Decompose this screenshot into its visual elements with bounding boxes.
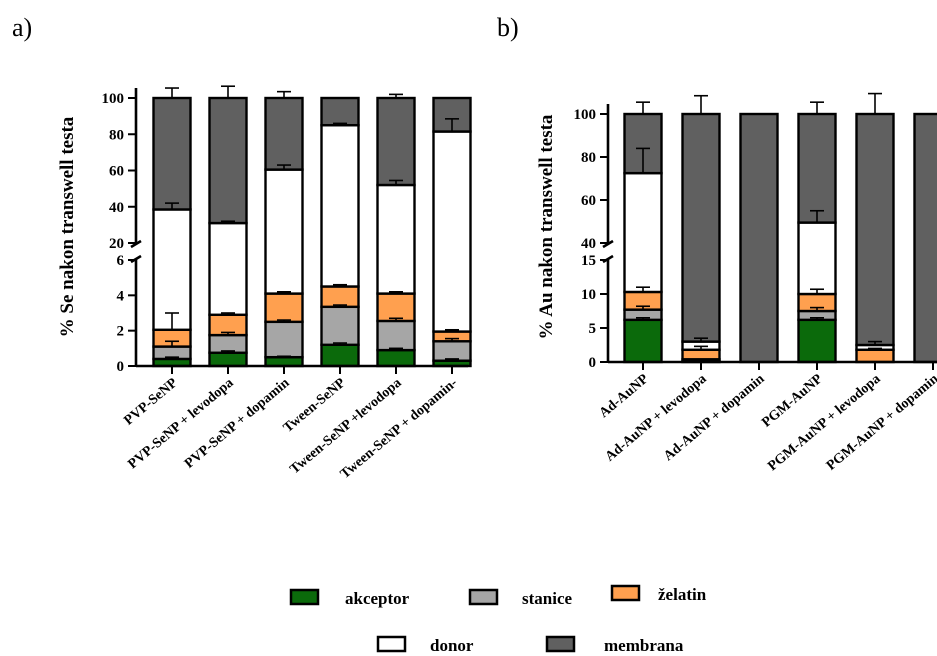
legend: akceptor stanice želatin donor membrana <box>289 584 707 655</box>
chart-b-ytick-label-lower-0: 0 <box>589 355 597 371</box>
chart-a-bar-1-donor <box>152 208 192 331</box>
chart-a-ytick-label-upper-0: 20 <box>109 236 124 252</box>
chart-b-ytick-label-upper-1: 60 <box>581 193 596 209</box>
chart-a-bar-2-membrana <box>208 96 248 225</box>
chart-b-bar-1-akceptor <box>623 318 663 364</box>
chart-b-bar-2-zelatin <box>681 348 721 361</box>
chart-b-bar-4-donor <box>797 221 837 296</box>
chart-a-bar-5-donor <box>376 183 416 295</box>
chart-a-ytick-label-upper-1: 40 <box>109 200 124 216</box>
chart-b-y-axis-label: % Au nakon transwell testa <box>536 114 557 339</box>
chart-a-bar-4-stanice <box>320 305 360 347</box>
chart-b-bar-6-membrana <box>913 112 937 364</box>
chart-a-y-axis-label: % Se nakon transwell testa <box>57 116 78 337</box>
chart-a-bar-4-membrana <box>320 96 360 127</box>
chart-a-category-label-2: PVP-SeNP + levodopa <box>125 376 236 473</box>
chart-a-category-label-5: Tween-SeNP +levodopa <box>287 376 404 478</box>
chart-a-bar-6-stanice <box>432 340 472 362</box>
chart-a-bar-2-akceptor <box>208 351 248 368</box>
chart-b-ytick-label-upper-0: 40 <box>581 236 596 252</box>
legend-swatch-donor <box>376 635 407 653</box>
legend-label-donor: donor <box>430 636 474 655</box>
chart-b-category-label-3: Ad-AuNP + dopamin <box>661 371 768 464</box>
chart-a-bar-6-donor <box>432 130 472 333</box>
chart-b-bar-2-membrana <box>681 112 721 343</box>
chart-b-category-label-6: PGM-AuNP + dopamin <box>824 371 937 473</box>
chart-a-ytick-label-lower-0: 0 <box>117 359 125 375</box>
chart-a-category-label-3: PVP-SeNP + dopamin <box>182 375 293 471</box>
legend-label-zelatin: želatin <box>658 585 707 604</box>
legend-swatch-akceptor <box>289 588 320 606</box>
panel-a-label: a) <box>12 13 32 42</box>
chart-b-bar-4-akceptor <box>797 318 837 364</box>
chart-a-ytick-label-lower-2: 4 <box>117 288 125 304</box>
chart-a-bar-3-akceptor <box>264 355 304 368</box>
chart-a-bar-4-akceptor <box>320 343 360 368</box>
legend-swatch-membrana <box>545 635 576 653</box>
chart-a-ytick-label-lower-3: 6 <box>117 253 125 269</box>
chart-b-bar-4-membrana <box>797 112 837 224</box>
chart-a-bar-5-zelatin <box>376 292 416 323</box>
chart-a-bar-2-donor <box>208 221 248 316</box>
chart-b-bar-1-donor <box>623 171 663 294</box>
chart-b-ytick-label-lower-2: 10 <box>581 287 596 303</box>
chart-a-ytick-label-upper-2: 60 <box>109 164 124 180</box>
chart-b-ytick-label-lower-3: 15 <box>581 253 596 269</box>
chart-b-ytick-label-upper-3: 100 <box>574 107 597 123</box>
chart-a-bar-5-stanice <box>376 319 416 352</box>
legend-swatch-stanice <box>468 588 499 606</box>
chart-a-ytick-label-upper-3: 80 <box>109 127 124 143</box>
chart-a-bar-5-membrana <box>376 96 416 187</box>
chart-b-ytick-label-lower-1: 5 <box>589 321 597 337</box>
chart-a-bar-4-zelatin <box>320 285 360 309</box>
chart-a-bar-2-stanice <box>208 333 248 354</box>
chart-a-bar-3-zelatin <box>264 292 304 324</box>
chart-b-bar-3-membrana <box>739 112 779 364</box>
legend-label-membrana: membrana <box>604 636 684 655</box>
chart-a-ytick-label-lower-1: 2 <box>117 324 125 340</box>
panel-b-label: b) <box>497 13 519 42</box>
chart-a-bar-4-donor <box>320 123 360 288</box>
chart-b-bar-5-membrana <box>855 112 895 347</box>
chart-a-ytick-label-upper-4: 100 <box>102 91 125 107</box>
legend-swatch-zelatin <box>610 584 641 602</box>
chart-b-category-label-2: Ad-AuNP + levodopa <box>603 372 710 465</box>
chart-b-category-label-5: PGM-AuNP + levodopa <box>765 372 883 475</box>
legend-label-akceptor: akceptor <box>345 589 410 608</box>
chart-a-bar-3-membrana <box>264 96 304 171</box>
chart-a-bar-3-stanice <box>264 320 304 359</box>
legend-label-stanice: stanice <box>522 589 573 608</box>
chart-a-bar-3-donor <box>264 168 304 295</box>
chart-a-bar-5-akceptor <box>376 348 416 368</box>
chart-b-ytick-label-upper-2: 80 <box>581 150 596 166</box>
chart-b-category-label-1: Ad-AuNP <box>597 371 652 421</box>
chart-b-bar-5-zelatin <box>855 348 895 364</box>
chart-a-bar-1-membrana <box>152 96 192 211</box>
